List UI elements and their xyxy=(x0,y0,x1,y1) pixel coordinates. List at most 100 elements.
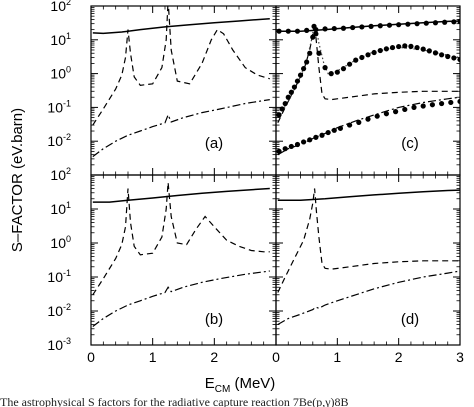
panel-b: 10-3 10-2 10-1 100 101 102 0 1 2 0 (b) xyxy=(47,166,280,365)
panel-d: 1 2 3 (d) xyxy=(275,174,464,365)
data-point xyxy=(396,43,402,50)
panel-label-b: (b) xyxy=(205,311,223,328)
data-point xyxy=(368,23,374,29)
data-point xyxy=(377,23,383,29)
data-point xyxy=(402,106,408,113)
data-point xyxy=(294,28,301,34)
series-line-dashed xyxy=(277,188,460,293)
panel-label-d: (d) xyxy=(401,311,419,328)
y-tick-label: 10-1 xyxy=(47,98,71,115)
panel-label-c: (c) xyxy=(401,135,419,152)
y-tick-label: 100 xyxy=(50,65,71,82)
data-point xyxy=(285,94,291,100)
data-point xyxy=(301,139,307,145)
data-point xyxy=(313,27,319,33)
series-line-dash-dot xyxy=(277,270,460,326)
data-point xyxy=(426,48,432,54)
x-tick-label: 0 xyxy=(87,349,95,365)
data-point xyxy=(393,109,399,115)
data-point xyxy=(282,100,288,107)
panel-label-a: (a) xyxy=(205,135,223,152)
x-tick-label: 3 xyxy=(456,349,464,365)
data-point xyxy=(325,129,331,136)
data-point xyxy=(442,19,448,25)
data-point xyxy=(337,125,343,131)
data-point xyxy=(304,59,310,65)
data-point xyxy=(451,55,457,61)
series-line-solid xyxy=(92,187,270,203)
data-point xyxy=(359,24,365,30)
series-line-dash-dot xyxy=(92,99,270,158)
data-point xyxy=(451,19,457,25)
data-point xyxy=(396,22,402,28)
data-point xyxy=(328,71,334,77)
panel-a: 10-2 10-1 100 101 102 (a) xyxy=(47,0,277,176)
data-point xyxy=(414,21,420,27)
data-point xyxy=(402,43,408,49)
x-tick-label: 1 xyxy=(333,349,341,365)
y-tick-label: 101 xyxy=(50,200,71,217)
data-point xyxy=(371,49,377,56)
panel-c: (c) xyxy=(275,5,461,176)
series-line-solid xyxy=(277,189,460,202)
y-tick-label: 101 xyxy=(50,31,71,48)
series-group-d xyxy=(277,188,460,326)
data-point xyxy=(319,132,325,138)
data-point xyxy=(432,50,439,56)
x-axis-title-sub: CM xyxy=(215,384,231,395)
data-point xyxy=(285,28,291,34)
data-point xyxy=(457,98,460,105)
data-point xyxy=(279,106,285,112)
data-point xyxy=(432,20,439,26)
data-point xyxy=(313,31,319,37)
data-point xyxy=(408,43,414,49)
data-point xyxy=(316,50,322,56)
data-point xyxy=(291,84,297,90)
data-point xyxy=(307,50,313,56)
data-point xyxy=(365,52,371,58)
data-point xyxy=(439,100,445,107)
y-tick-label: 102 xyxy=(50,166,71,183)
data-point xyxy=(288,143,294,150)
data-point xyxy=(331,127,337,133)
data-point xyxy=(359,54,365,61)
data-point xyxy=(310,34,316,40)
data-point xyxy=(294,78,301,84)
y-tick-label: 100 xyxy=(50,234,71,251)
x-axis-title-main: E xyxy=(205,375,215,392)
data-point xyxy=(347,122,353,128)
data-point xyxy=(313,134,319,140)
data-point xyxy=(420,103,426,109)
data-point xyxy=(334,69,340,75)
series-group-a xyxy=(92,6,270,158)
data-point xyxy=(411,104,417,110)
data-point xyxy=(445,53,451,60)
series-group-b xyxy=(92,182,270,327)
data-point xyxy=(347,61,353,67)
series-line-solid xyxy=(92,17,270,35)
data-point xyxy=(294,141,301,148)
data-point xyxy=(383,111,389,117)
data-point xyxy=(457,56,460,63)
series-line-dashed xyxy=(277,23,460,124)
data-point xyxy=(350,24,356,31)
data-point xyxy=(356,119,362,125)
data-point xyxy=(383,46,389,52)
x-tick-label: 2 xyxy=(395,349,403,365)
data-point xyxy=(353,57,359,63)
y-axis-title: S–FACTOR (eV.barn) xyxy=(9,108,26,252)
y-tick-label: 10-2 xyxy=(47,132,71,149)
data-point xyxy=(386,22,393,28)
y-tick-label: 10-3 xyxy=(47,336,71,353)
data-point xyxy=(414,44,420,51)
data-point xyxy=(322,26,328,32)
data-point xyxy=(322,65,328,71)
y-tick-label: 10-1 xyxy=(47,268,71,285)
y-tick-label: 10-2 xyxy=(47,302,71,319)
data-point xyxy=(420,46,426,52)
data-point xyxy=(297,72,304,78)
data-point xyxy=(340,66,347,72)
data-point xyxy=(448,99,454,106)
data-point xyxy=(389,44,396,51)
series-line-dash-dot xyxy=(92,270,270,327)
